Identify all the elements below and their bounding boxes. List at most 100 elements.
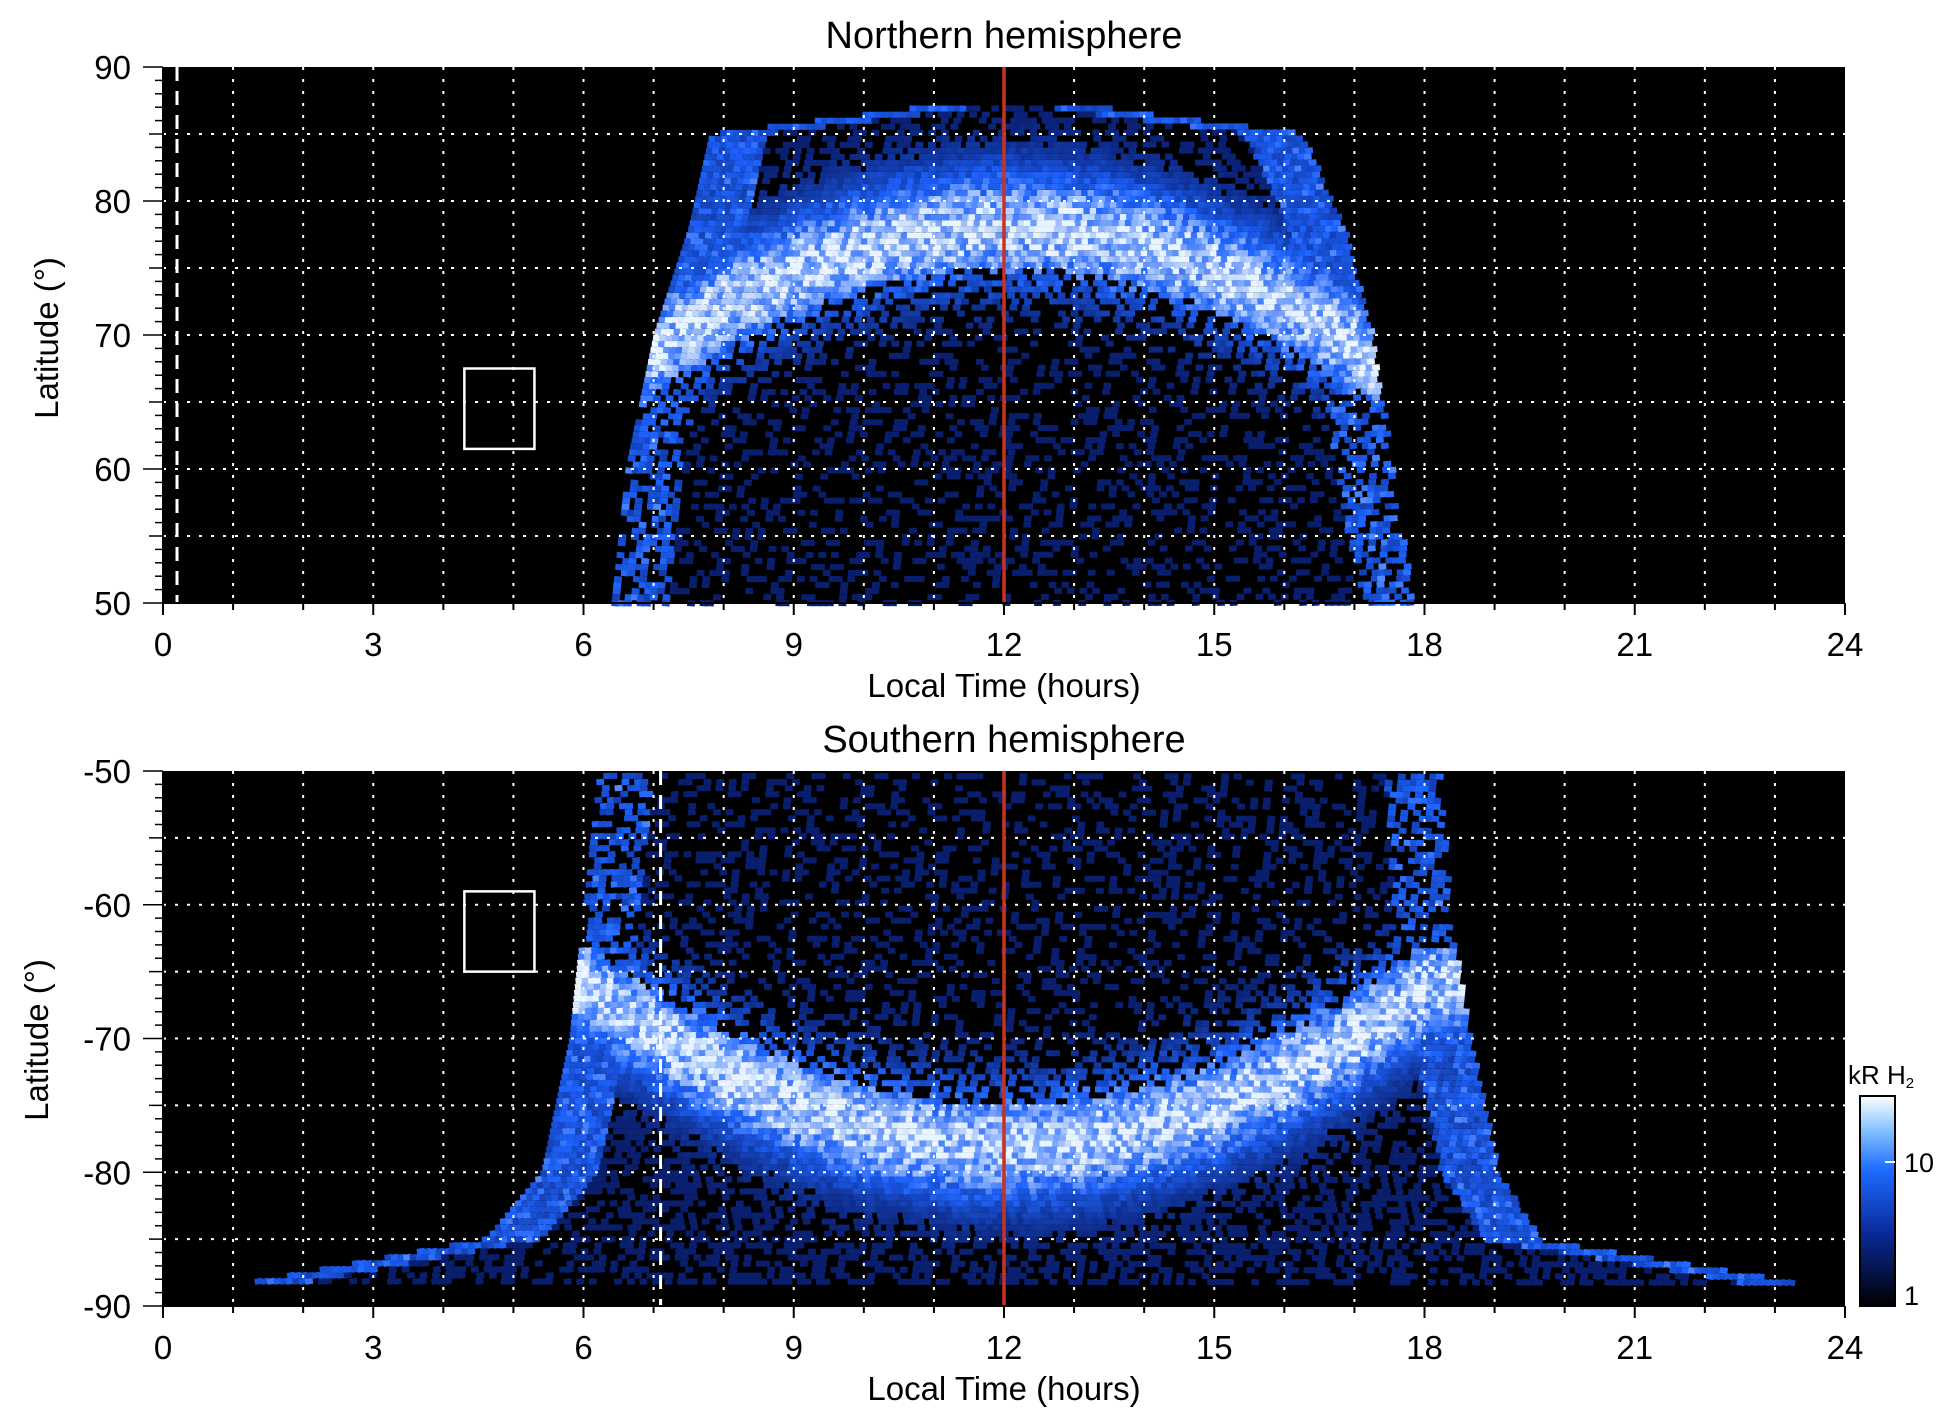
north-emission-streak <box>1306 587 1315 594</box>
north-emission-streak <box>1066 587 1075 594</box>
north-emission-streak <box>1138 334 1147 341</box>
north-emission-streak <box>1011 298 1020 305</box>
north-emission-streak <box>724 382 733 390</box>
north-emission-streak <box>657 515 667 523</box>
north-emission-streak <box>1259 497 1268 504</box>
north-emission-streak <box>743 413 752 420</box>
north-emission-streak <box>964 268 973 275</box>
north-emission-streak <box>1339 237 1349 245</box>
north-emission-streak <box>1155 346 1163 353</box>
north-emission-streak <box>1378 424 1387 432</box>
north-emission-streak <box>988 557 996 564</box>
north-emission-streak <box>890 521 899 528</box>
north-emission-streak <box>1044 111 1053 118</box>
north-emission-streak <box>1127 310 1136 317</box>
north-emission-streak <box>613 575 623 583</box>
north-emission-streak <box>1349 539 1358 546</box>
north-emission-streak <box>1320 460 1329 468</box>
north-emission-streak <box>1045 551 1054 558</box>
north-emission-streak <box>724 443 733 450</box>
north-emission-streak <box>1148 473 1157 480</box>
north-emission-streak <box>660 388 669 396</box>
north-emission-streak <box>749 545 758 553</box>
north-emission-streak <box>1051 123 1060 130</box>
north-emission-streak <box>830 419 839 426</box>
north-emission-streak <box>808 129 817 137</box>
north-emission-streak <box>1043 509 1052 516</box>
north-emission-streak <box>1274 376 1283 383</box>
north-emission-streak <box>746 340 755 348</box>
north-emission-streak <box>1133 448 1142 456</box>
north-emission-streak <box>873 569 882 577</box>
north-emission-streak <box>1061 581 1070 588</box>
north-emission-streak <box>975 388 984 395</box>
north-emission-streak <box>1295 569 1304 576</box>
north-emission-streak <box>1003 467 1012 474</box>
north-emission-streak <box>1068 569 1077 576</box>
north-emission-streak <box>752 521 761 529</box>
north-emission-streak <box>886 334 895 341</box>
north-emission-streak <box>633 563 643 571</box>
north-emission-streak <box>1305 593 1314 600</box>
north-emission-streak <box>1340 502 1349 510</box>
north-emission-streak <box>662 594 671 601</box>
north-emission-streak <box>1390 502 1400 510</box>
north-emission-streak <box>1167 473 1176 480</box>
north-emission-streak <box>1015 443 1023 450</box>
north-emission-streak <box>916 575 925 583</box>
north-emission-streak <box>644 467 653 474</box>
north-emission-streak <box>1325 466 1334 474</box>
north-emission-streak <box>1206 370 1215 377</box>
north-emission-streak <box>760 364 769 372</box>
north-emission-streak <box>1037 364 1046 371</box>
north-emission-streak <box>696 455 706 462</box>
north-emission-streak <box>1240 557 1249 564</box>
north-emission-streak <box>1151 424 1160 432</box>
north-emission-streak <box>699 479 708 486</box>
north-emission-streak <box>1387 533 1397 540</box>
north-emission-streak <box>1032 388 1041 395</box>
north-emission-streak <box>863 539 872 546</box>
north-emission-streak <box>1357 460 1367 468</box>
north-emission-streak <box>793 485 802 492</box>
north-emission-streak <box>1263 460 1272 468</box>
north-emission-streak <box>806 539 816 547</box>
north-emission-streak <box>898 425 907 432</box>
north-emission-streak <box>1100 503 1109 510</box>
north-emission-streak <box>1383 430 1392 438</box>
north-emission-streak <box>698 545 708 553</box>
north-emission-streak <box>661 545 670 553</box>
north-emission-streak <box>1199 587 1208 594</box>
north-emission-streak <box>638 581 647 589</box>
north-emission-streak <box>938 551 947 558</box>
north-emission-streak <box>1157 364 1166 371</box>
north-emission-streak <box>1370 460 1379 468</box>
north-emission-streak <box>681 407 690 414</box>
north-emission-streak <box>728 425 737 432</box>
north-emission-streak <box>701 370 711 378</box>
north-emission-streak <box>1046 268 1055 275</box>
north-emission-streak <box>1169 509 1178 516</box>
north-emission-streak <box>1332 515 1342 522</box>
north-emission-streak <box>874 449 883 456</box>
north-emission-streak <box>1168 461 1177 468</box>
north-emission-streak <box>956 449 965 456</box>
north-emission-streak <box>1288 521 1297 528</box>
north-emission-streak <box>771 370 780 378</box>
north-emission-streak <box>1277 394 1286 401</box>
north-emission-streak <box>1267 442 1276 450</box>
north-emission-streak <box>1108 123 1116 130</box>
north-emission-streak <box>825 539 834 547</box>
north-emission-streak <box>1308 159 1317 166</box>
north-emission-streak <box>1365 508 1374 516</box>
north-emission-streak <box>1121 485 1130 492</box>
north-emission-streak <box>1043 569 1052 576</box>
north-emission-streak <box>1117 587 1126 594</box>
north-emission-streak <box>1300 587 1309 594</box>
north-emission-streak <box>1185 442 1194 450</box>
north-emission-streak <box>1285 484 1294 492</box>
north-emission-streak <box>1108 153 1117 160</box>
north-emission-streak <box>1257 370 1266 377</box>
north-emission-streak <box>725 473 734 480</box>
north-emission-streak <box>1362 436 1372 444</box>
